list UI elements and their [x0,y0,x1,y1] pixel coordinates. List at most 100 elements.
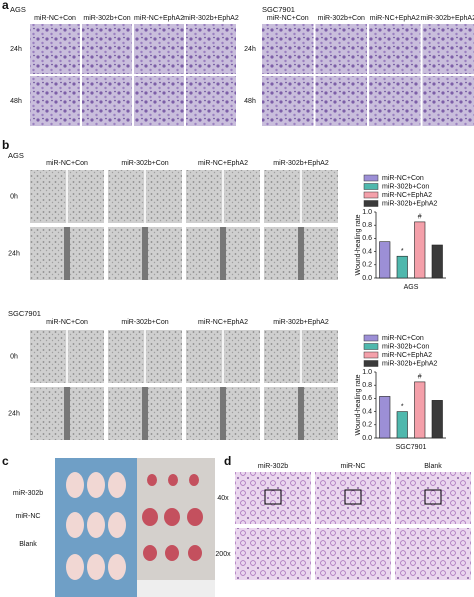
row-label: 24h [244,46,256,53]
column-header: miR-302b+Con [121,160,168,167]
column-header: miR-NC [341,463,366,470]
legend-swatch [363,343,379,350]
row-label: 0h [10,353,18,360]
row-label: 24h [10,46,22,53]
legend-swatch [363,351,379,359]
legend-label: miR-302b+Con [382,343,429,350]
legend-label: miR-NC+Con [382,335,424,342]
zoom-box [264,489,282,505]
micrograph [395,528,471,580]
y-tick-label: 0.4 [362,248,372,255]
wound-gap [300,170,302,223]
y-tick-label: 0.8 [362,222,372,229]
panel-label: a [2,0,9,12]
micrograph [262,24,314,74]
panel-label: c [2,454,9,468]
x-axis-label: AGS [404,284,419,291]
micrograph [369,24,421,74]
micrograph [82,76,132,126]
micrograph [134,76,184,126]
y-tick-label: 0.4 [362,408,372,415]
row-label: 40x [217,495,229,502]
panel-label: b [2,138,9,152]
group-label: SGC7901 [8,309,41,318]
legend-swatch [363,360,379,367]
significance: * [401,248,404,255]
column-header: miR-NC+EphA2 [370,15,420,22]
micrograph [369,76,421,126]
wound-gap [142,387,148,440]
wound-gap [64,387,70,440]
column-header: miR-NC+Con [267,15,309,22]
column-header: miR-302b+Con [318,15,365,22]
legend-swatch [363,183,379,190]
micrograph [235,528,311,580]
column-header: miR-NC+EphA2 [134,15,184,22]
ruler [137,580,215,597]
bar [431,244,443,279]
micrograph [422,76,474,126]
micrograph [395,472,471,524]
y-tick-label: 0.6 [362,235,372,242]
legend-swatch [363,200,379,207]
column-header: miR-302b+Con [83,15,130,22]
significance: # [418,374,422,381]
y-tick-label: 0.0 [362,435,372,442]
y-axis-label: Wound-healing rate [355,214,362,275]
wound-gap [144,330,146,383]
bar [414,381,426,439]
column-header: miR-NC+Con [46,160,88,167]
column-header: miR-NC+Con [34,15,76,22]
column-header: miR-302b+EphA2 [421,15,474,22]
bar [396,255,408,279]
wound-gap [64,227,70,280]
row-label: 48h [10,98,22,105]
wound-gap [66,330,68,383]
row-label: 200x [215,551,231,558]
group-label: AGS [10,5,26,14]
row-label: miR-NC [16,513,41,520]
significance: * [401,403,404,410]
column-header: miR-302b [258,463,288,470]
zoom-box [344,489,362,505]
column-header: miR-302b+Con [121,319,168,326]
micrograph [30,76,80,126]
wound-gap [222,330,224,383]
column-header: Blank [424,463,442,470]
x-axis-label: SGC7901 [396,444,427,451]
bar [414,221,426,279]
row-label: 48h [244,98,256,105]
wound-gap [222,170,224,223]
group-label: SGC7901 [262,5,295,14]
row-label: miR-302b [13,490,43,497]
micrograph [262,76,314,126]
legend-label: miR-NC+Con [382,175,424,182]
column-header: miR-302b+EphA2 [183,15,239,22]
mice [66,472,126,580]
legend-swatch [363,191,379,199]
bar [379,241,391,279]
group-label: AGS [8,151,24,160]
micrograph [186,76,236,126]
wound-gap [300,330,302,383]
legend-label: miR-NC+EphA2 [382,352,432,359]
y-tick-label: 0.8 [362,382,372,389]
row-label: 24h [8,410,20,417]
legend-swatch [363,334,379,342]
y-tick-label: 0.0 [362,275,372,282]
legend-label: miR-302b+EphA2 [382,360,438,367]
column-header: miR-NC+EphA2 [198,319,248,326]
column-header: miR-302b+EphA2 [273,160,329,167]
micrograph [186,24,236,74]
bar [431,400,443,439]
wound-gap [298,387,304,440]
zoom-box [424,489,442,505]
legend-swatch [363,174,379,182]
y-tick-label: 0.6 [362,395,372,402]
y-tick-label: 0.2 [362,262,372,269]
column-header: miR-NC+EphA2 [198,160,248,167]
row-label: Blank [19,541,37,548]
bar [396,411,408,439]
